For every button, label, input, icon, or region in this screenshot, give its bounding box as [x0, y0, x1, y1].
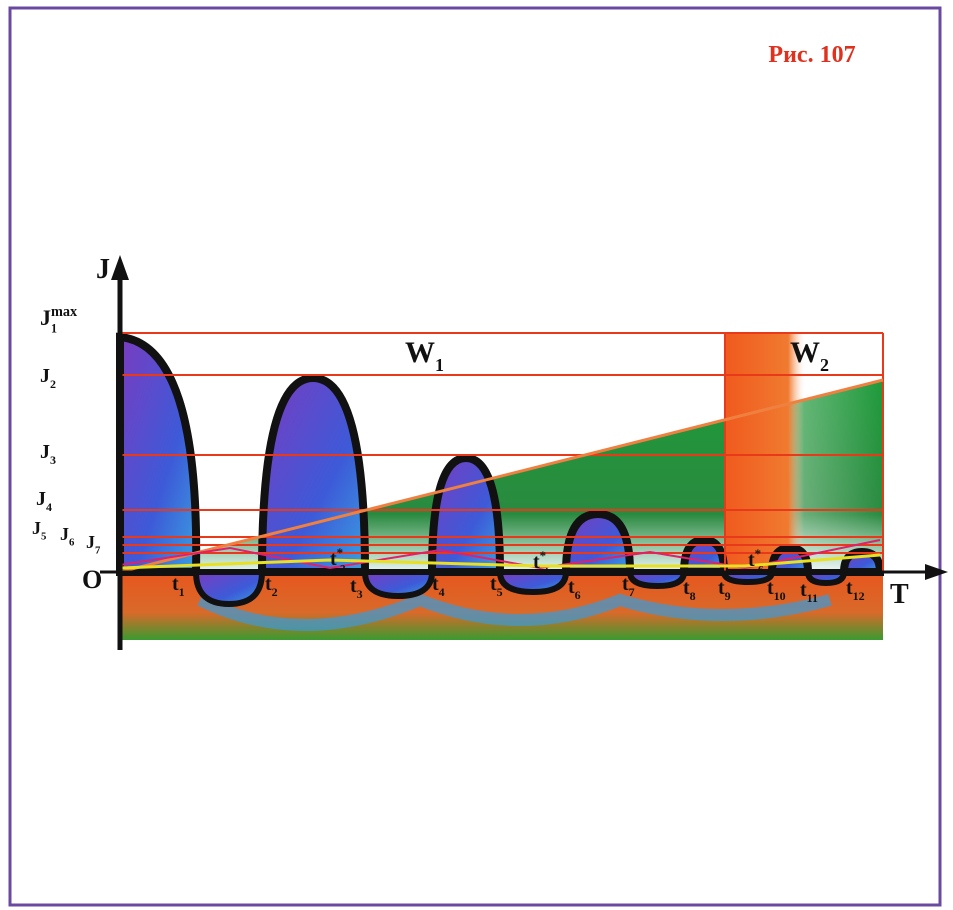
origin-label: O — [82, 565, 102, 594]
t-label: t10 — [767, 577, 786, 603]
region-label: W2 — [790, 336, 829, 375]
t-label-base: t — [767, 577, 774, 599]
j-label-sub: 4 — [46, 500, 52, 514]
region-label-base: W — [405, 336, 435, 369]
j-label: J7 — [86, 532, 101, 556]
yellow-line — [119, 553, 881, 570]
j-label: J4 — [36, 488, 52, 514]
t-label: t11 — [800, 579, 818, 605]
j-label-base: J — [86, 532, 95, 552]
j-label: Jmax 1 — [40, 304, 78, 336]
t-label: t3 — [350, 575, 363, 601]
x-axis-label: T — [890, 579, 909, 610]
t-label: t* 6 — [748, 546, 764, 576]
t-label-sub: 4 — [543, 566, 549, 578]
t-label: t2 — [265, 573, 278, 599]
j-label-sub: 5 — [41, 530, 46, 542]
j-label-base: J — [40, 305, 51, 330]
j-label-sub: 3 — [50, 453, 56, 467]
t-label: t* 4 — [533, 548, 549, 578]
region-label-base: W — [790, 336, 820, 369]
t-label: t1 — [172, 573, 185, 599]
blue-wave — [197, 593, 832, 631]
frame — [8, 6, 942, 907]
level-lines — [119, 332, 884, 574]
region-label-sub: 2 — [820, 355, 829, 375]
j-label: J3 — [40, 441, 56, 467]
t-label-sub: 12 — [853, 589, 865, 603]
t-label-sub: 4 — [439, 585, 445, 599]
t-label-sub: 6 — [575, 588, 581, 602]
y-axis-label: J — [96, 254, 110, 285]
t-label-base: t — [265, 573, 272, 595]
t-label-base: t — [568, 576, 575, 598]
t-label: t9 — [718, 577, 731, 603]
t-label-sub: 2 — [340, 563, 346, 575]
t-label: t6 — [568, 576, 581, 602]
j-label: J2 — [40, 365, 56, 391]
t-label-base: t — [330, 548, 337, 570]
t-label-sub: 6 — [758, 564, 764, 576]
t-label: t5 — [490, 573, 503, 599]
region-label-sub: 1 — [435, 355, 444, 375]
t-label: t8 — [683, 577, 696, 603]
t-label: t* 2 — [330, 545, 346, 575]
j-label-base: J — [40, 365, 50, 387]
j-label-sub: 2 — [50, 377, 56, 391]
t-label-sub: 7 — [629, 585, 635, 599]
t-label-sub: 1 — [179, 585, 185, 599]
t-label-sub: 10 — [774, 589, 786, 603]
j-label-base: J — [40, 441, 50, 463]
j-label-sub: 6 — [69, 536, 75, 548]
t-label-sub: 11 — [807, 591, 818, 605]
y-arrow — [111, 255, 129, 280]
t-label: t4 — [432, 573, 445, 599]
region-label: W1 — [405, 336, 444, 375]
t-label-sup: * — [540, 548, 547, 563]
t-label-sup: * — [337, 545, 344, 560]
t-label-base: t — [172, 573, 179, 595]
t-label-sub: 3 — [357, 587, 363, 601]
t-label-base: t — [846, 577, 853, 599]
j-label-sub: 1 — [51, 322, 57, 336]
t-label-sup: * — [755, 546, 762, 561]
x-arrow — [925, 564, 948, 580]
j-label-sub: 7 — [95, 544, 101, 556]
t-label-sub: 5 — [497, 585, 503, 599]
j-label-base: J — [60, 524, 69, 544]
j-label-base: J — [36, 488, 46, 510]
t-label-base: t — [683, 577, 690, 599]
w2-region — [725, 333, 883, 572]
j-label-sup: max — [51, 304, 78, 320]
t-label-base: t — [718, 577, 725, 599]
t-label-base: t — [622, 573, 629, 595]
figure-label: Рис. 107 — [768, 42, 855, 68]
t-label-base: t — [490, 573, 497, 595]
j-label: J6 — [60, 524, 75, 548]
t-label-sub: 9 — [725, 589, 731, 603]
j-label-base: J — [32, 518, 41, 538]
t-label-base: t — [748, 549, 755, 571]
t-label: t12 — [846, 577, 865, 603]
t-label-base: t — [432, 573, 439, 595]
j-label: J5 — [32, 518, 46, 542]
t-label-base: t — [350, 575, 357, 597]
t-label-sub: 2 — [272, 585, 278, 599]
t-label-sub: 8 — [690, 589, 696, 603]
t-label-base: t — [800, 579, 807, 601]
t-label-base: t — [533, 551, 540, 573]
lower-lobes — [192, 569, 848, 608]
t-label: t7 — [622, 573, 635, 599]
